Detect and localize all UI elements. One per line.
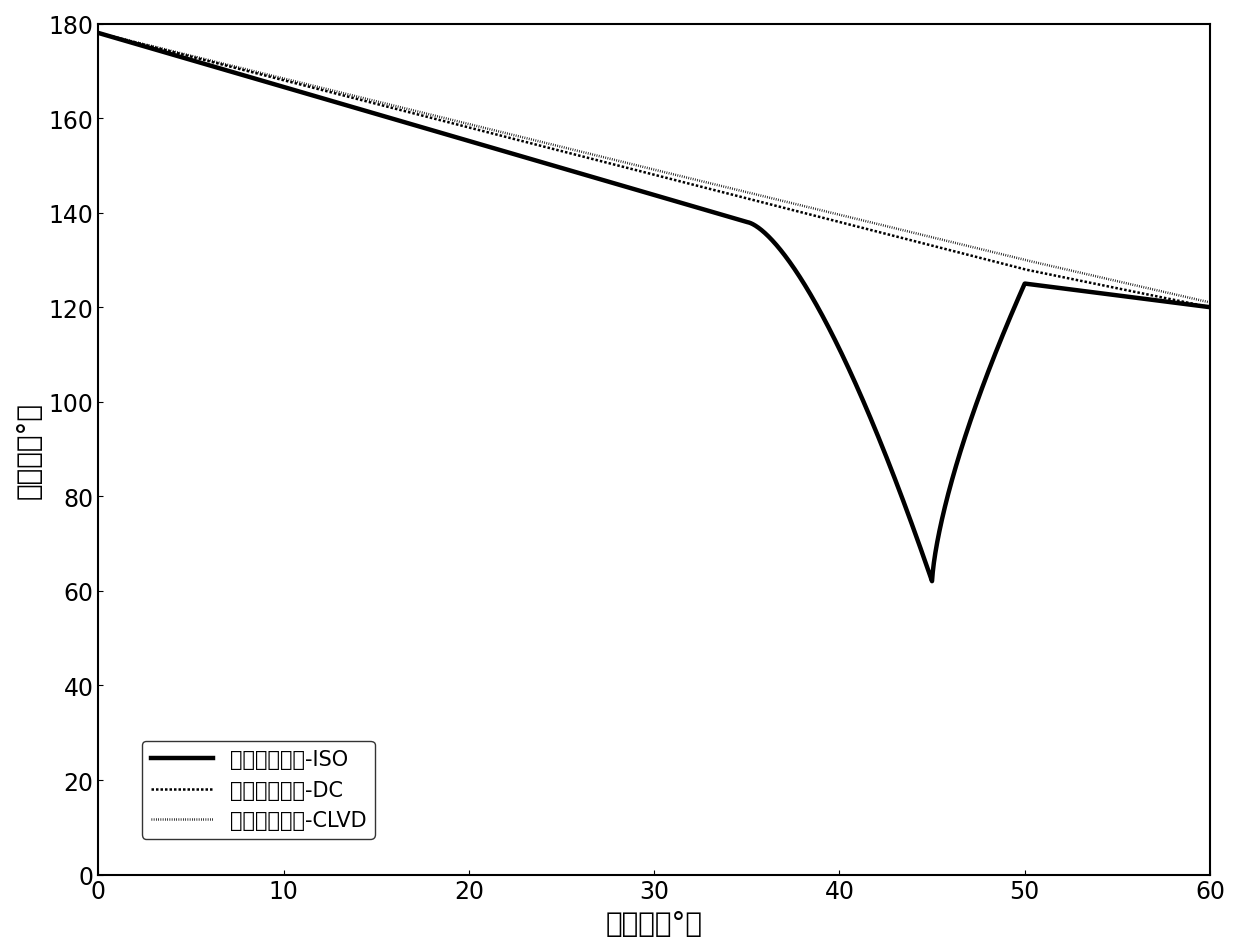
均匀各向同性-CLVD (1203, 297, 1218, 308)
Legend: 均匀各向同性-ISO, 均匀各向同性-DC, 均匀各向同性-CLVD: 均匀各向同性-ISO, 均匀各向同性-DC, 均匀各向同性-CLVD (143, 742, 374, 839)
均匀各向同性-CLVD (565, 145, 580, 156)
均匀各向同性-DC (284, 77, 299, 89)
均匀各向同性-CLVD (1180, 292, 1195, 304)
均匀各向同性-ISO (91, 29, 105, 40)
均匀各向同性-ISO (1203, 302, 1218, 313)
均匀各向同性-CLVD (517, 133, 532, 145)
均匀各向同性-ISO (284, 85, 299, 96)
均匀各向同性-CLVD (284, 75, 299, 87)
均匀各向同性-ISO (925, 576, 940, 587)
均匀各向同性-CLVD (1061, 265, 1076, 276)
均匀各向同性-DC (565, 149, 580, 161)
均匀各向同性-DC (1203, 302, 1218, 313)
均匀各向同性-CLVD (91, 29, 105, 40)
均匀各向同性-CLVD (218, 59, 233, 70)
Line: 均匀各向同性-CLVD: 均匀各向同性-CLVD (98, 34, 1210, 303)
均匀各向同性-DC (1061, 273, 1076, 285)
均匀各向同性-DC (91, 29, 105, 40)
均匀各向同性-ISO (218, 65, 233, 76)
均匀各向同性-DC (218, 61, 233, 72)
Line: 均匀各向同性-ISO: 均匀各向同性-ISO (98, 34, 1210, 582)
Y-axis label: 极化角（°）: 极化角（°） (15, 401, 43, 498)
均匀各向同性-ISO (1180, 300, 1195, 311)
Line: 均匀各向同性-DC: 均匀各向同性-DC (98, 34, 1210, 307)
均匀各向同性-ISO (1061, 284, 1076, 295)
均匀各向同性-DC (517, 137, 532, 149)
均匀各向同性-ISO (517, 152, 532, 164)
X-axis label: 入射角（°）: 入射角（°） (605, 909, 703, 937)
均匀各向同性-DC (1180, 298, 1195, 309)
均匀各向同性-ISO (565, 167, 580, 178)
